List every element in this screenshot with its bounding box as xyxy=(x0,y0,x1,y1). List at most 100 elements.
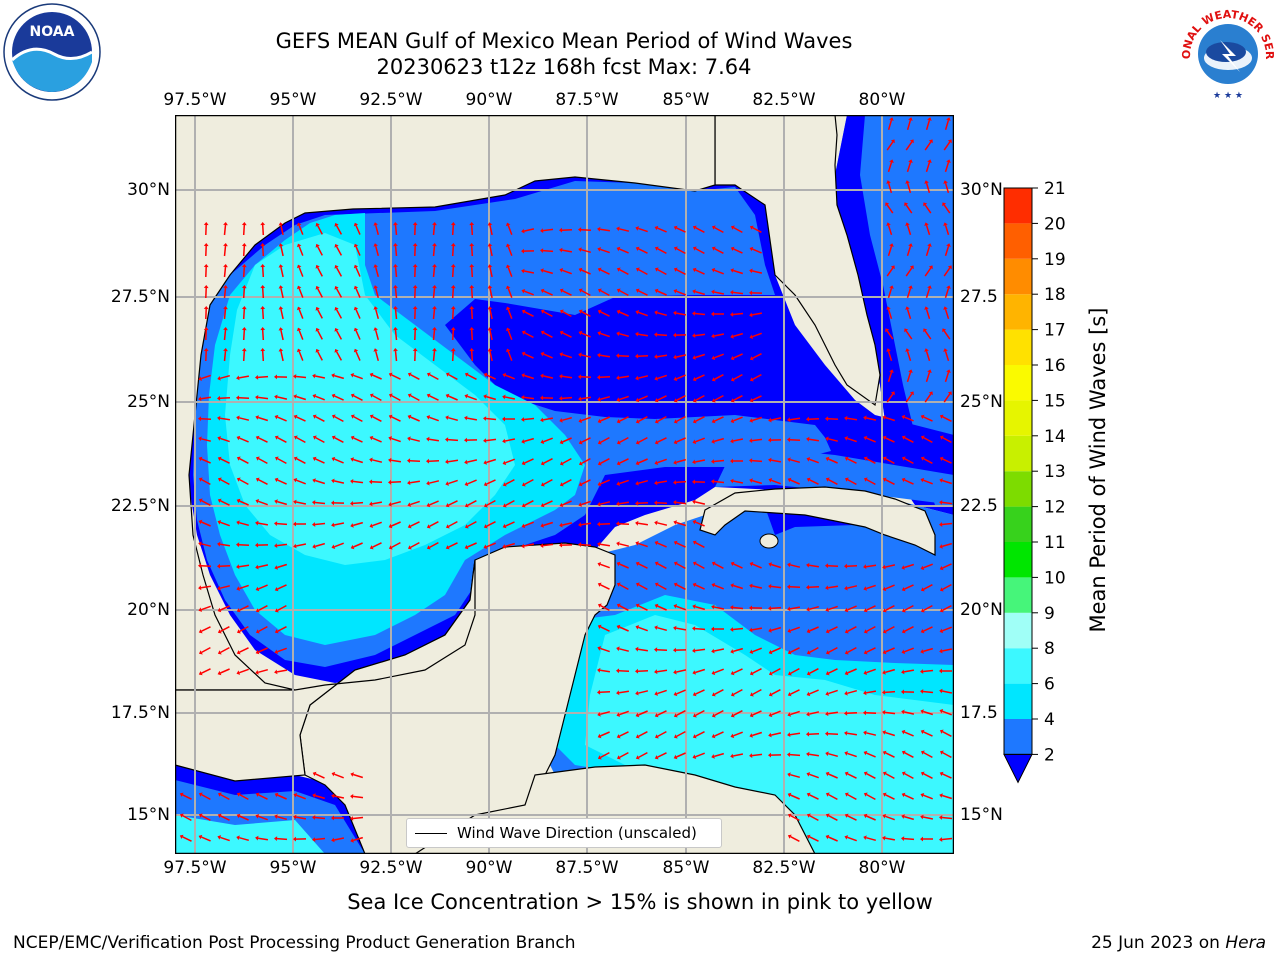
wind-wave-arrowhead xyxy=(616,246,621,252)
wind-wave-arrowhead xyxy=(179,792,184,797)
wind-wave-arrowhead xyxy=(825,792,830,797)
colorbar-tick-label: 18 xyxy=(1044,285,1066,305)
wind-wave-arrowhead xyxy=(521,373,525,378)
wind-wave-arrowhead xyxy=(597,226,601,232)
wind-wave-arrow xyxy=(771,479,781,485)
wind-wave-arrow xyxy=(600,395,610,401)
wind-wave-arrowhead xyxy=(255,415,259,420)
wind-wave-arrow xyxy=(372,521,382,527)
wind-wave-arrowhead xyxy=(942,328,947,333)
wind-wave-arrow xyxy=(448,373,458,381)
wind-wave-arrowhead xyxy=(432,222,437,226)
wind-wave-arrow xyxy=(903,837,915,841)
wind-wave-arrow xyxy=(374,309,380,319)
colorbar-tick-label: 19 xyxy=(1044,250,1066,270)
wind-wave-arrow xyxy=(485,395,497,401)
wind-wave-arrowhead xyxy=(730,753,734,759)
wind-wave-arrowhead xyxy=(278,306,284,310)
wind-wave-arrow xyxy=(485,458,497,464)
wind-wave-arrowhead xyxy=(217,585,221,591)
wind-wave-arrow xyxy=(486,499,496,507)
wind-wave-arrow xyxy=(847,478,857,486)
wind-wave-arrow xyxy=(315,773,325,779)
wind-wave-arrowhead xyxy=(255,477,260,482)
wind-wave-arrowhead xyxy=(255,586,260,592)
wind-wave-arrowhead xyxy=(882,649,887,655)
wind-wave-arrowhead xyxy=(505,327,511,332)
wind-wave-arrowhead xyxy=(540,461,545,466)
wind-wave-arrow xyxy=(906,350,912,362)
noaa-logo: NOAA xyxy=(3,3,101,101)
wind-wave-arrowhead xyxy=(540,248,544,253)
wind-wave-arrow xyxy=(713,437,725,443)
wind-wave-arrowhead xyxy=(692,519,697,525)
wind-wave-arrowhead xyxy=(882,564,886,570)
wind-wave-arrowhead xyxy=(217,498,222,503)
wind-wave-arrowhead xyxy=(806,477,811,482)
wind-wave-arrow xyxy=(789,753,801,757)
wind-wave-arrowhead xyxy=(241,264,247,268)
wind-wave-arrowhead xyxy=(768,752,771,758)
wind-wave-arrow xyxy=(885,815,895,821)
wind-wave-arrowhead xyxy=(236,586,240,591)
wind-wave-arrow xyxy=(543,458,553,464)
wind-wave-arrowhead xyxy=(692,626,696,631)
wind-wave-arrowhead xyxy=(768,562,772,567)
wind-wave-arrowhead xyxy=(412,348,418,352)
wind-wave-arrowhead xyxy=(426,415,431,420)
wind-wave-arrowhead xyxy=(655,419,659,424)
wind-wave-arrow xyxy=(410,521,420,527)
isla-juventud xyxy=(759,533,779,549)
wind-wave-arrowhead xyxy=(711,626,714,632)
wind-wave-arrow xyxy=(790,479,800,485)
wind-wave-arrowhead xyxy=(692,582,697,588)
wind-wave-arrow xyxy=(390,459,402,463)
wind-wave-arrowhead xyxy=(236,608,241,613)
wind-wave-arrow xyxy=(809,668,819,674)
wind-wave-arrow xyxy=(866,836,876,842)
wind-wave-arrow xyxy=(599,375,611,379)
wind-wave-arrow xyxy=(374,267,380,277)
wind-wave-arrow xyxy=(923,731,933,737)
wind-wave-arrowhead xyxy=(673,310,677,316)
wind-wave-arrowhead xyxy=(312,522,316,527)
wind-wave-arrow xyxy=(886,330,894,340)
wind-wave-arrowhead xyxy=(654,225,659,231)
wind-wave-arrowhead xyxy=(445,437,449,442)
wind-wave-arrowhead xyxy=(673,604,678,609)
wind-wave-arrowhead xyxy=(578,440,583,445)
wind-wave-arrowhead xyxy=(312,500,316,505)
wind-wave-arrow xyxy=(943,141,951,151)
wind-wave-arrow xyxy=(220,437,230,443)
wind-wave-arrowhead xyxy=(693,246,697,251)
wind-wave-arrowhead xyxy=(947,265,952,270)
wind-wave-arrowhead xyxy=(730,438,734,444)
cuba-land xyxy=(699,486,936,556)
wind-wave-arrow xyxy=(656,522,668,526)
wind-wave-arrowhead xyxy=(293,394,297,399)
wind-wave-arrowhead xyxy=(203,327,209,331)
wind-wave-arrow xyxy=(638,626,648,632)
wind-wave-arrowhead xyxy=(616,561,621,567)
wind-wave-arrowhead xyxy=(579,461,583,466)
wind-wave-arrowhead xyxy=(373,348,378,352)
wind-wave-arrowhead xyxy=(939,815,943,820)
wind-wave-arrow xyxy=(448,479,458,485)
wind-wave-arrow xyxy=(295,395,307,401)
wind-wave-arrowhead xyxy=(483,524,488,529)
wind-wave-arrow xyxy=(334,773,344,779)
wind-wave-arrowhead xyxy=(673,460,677,465)
wind-wave-arrowhead xyxy=(769,671,773,676)
wind-wave-arrow xyxy=(923,584,933,590)
wind-wave-arrowhead xyxy=(886,222,891,226)
wind-wave-arrowhead xyxy=(469,306,475,310)
wind-wave-arrowhead xyxy=(393,243,398,247)
footer-credit: NCEP/EMC/Verification Post Processing Pr… xyxy=(13,933,576,953)
wind-wave-arrowhead xyxy=(863,792,868,797)
wind-wave-arrowhead xyxy=(654,398,659,403)
wind-wave-arrow xyxy=(770,585,782,589)
wind-wave-arrowhead xyxy=(909,139,914,144)
wind-wave-arrowhead xyxy=(432,264,437,268)
wind-wave-arrow xyxy=(239,793,249,801)
wind-wave-arrow xyxy=(182,836,192,842)
